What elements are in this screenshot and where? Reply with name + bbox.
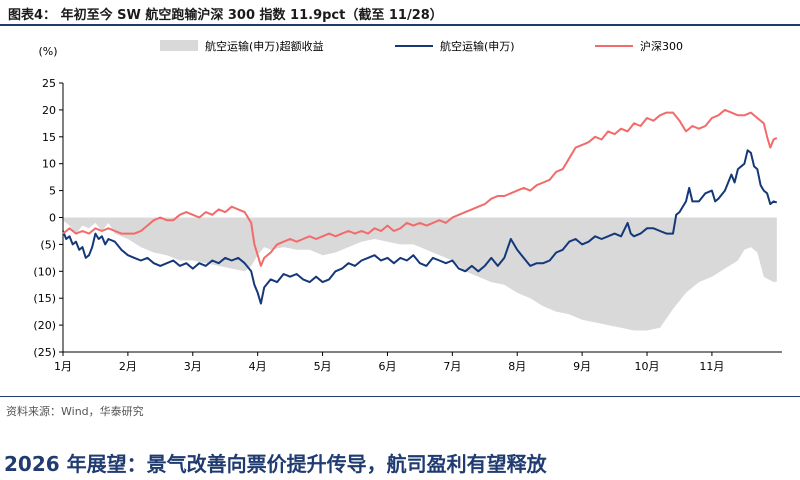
x-tick-label: 7月 [443,360,461,373]
y-tick-label: 0 [49,212,56,225]
excess-return-chart: (%) 25 20 15 10 5 0 (5) (10) (15) (20) (25)1月 2月 3月 4月… [33,39,782,373]
source-note: 资料来源：Wind，华泰研究 [6,405,144,418]
plot-area: (%) 25 20 15 10 5 0 (5) (10) (15) (20) (25)1月 2月 3月 4月… [33,45,782,373]
y-tick-label: (25) [33,346,56,359]
legend: 航空运输(申万)超额收益 航空运输(申万) 沪深300 [160,39,683,53]
legend-label: 航空运输(申万) [440,39,515,53]
x-tick-label: 4月 [249,360,267,373]
y-tick-label: (5) [40,238,56,251]
series-line-airline-index [62,149,778,305]
x-tick-label: 10月 [635,360,660,373]
x-tick-label: 11月 [699,360,724,373]
x-tick-label: 1月 [54,360,72,373]
top-rule [0,24,800,26]
x-tick-label: 9月 [573,360,591,373]
y-tick-label: 5 [49,185,56,198]
series-area-excess-return [63,217,777,331]
y-tick-label: (15) [33,292,56,305]
y-tick-label: 20 [42,104,56,117]
y-tick-label: 10 [42,158,56,171]
legend-label: 航空运输(申万)超额收益 [205,39,324,53]
y-tick-label: 25 [42,77,56,90]
section-headline: 2026 年展望：景气改善向票价提升传导，航司盈利有望释放 [4,452,547,476]
x-tick-label: 3月 [184,360,202,373]
figure-title: 图表4： 年初至今 SW 航空跑输沪深 300 指数 11.9pct（截至 11… [8,8,443,23]
x-tick-label: 6月 [378,360,396,373]
y-axis-unit-label: (%) [38,45,57,58]
legend-swatch-excess-return [160,40,198,51]
x-tick-label: 8月 [508,360,526,373]
x-tick-label: 5月 [314,360,332,373]
bottom-rule [0,396,800,397]
y-tick-label: 15 [42,131,56,144]
x-tick-label: 2月 [119,360,137,373]
y-tick-label: (20) [33,319,56,332]
series-line-csi300 [62,108,778,267]
y-tick-label: (10) [33,265,56,278]
legend-label: 沪深300 [640,39,683,53]
